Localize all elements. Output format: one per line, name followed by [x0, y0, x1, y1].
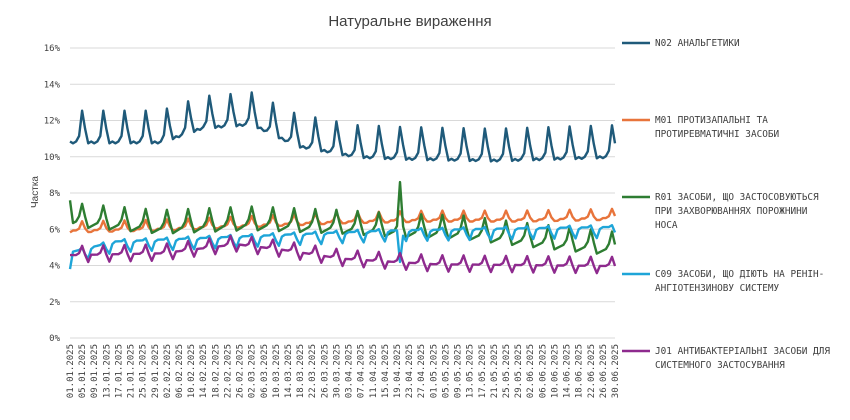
legend-label: M01 ПРОТИЗАПАЛЬНІ ТА [655, 115, 768, 126]
x-tick-label: 05.01.2025 [78, 344, 88, 398]
x-tick-label: 18.03.2025 [296, 344, 306, 398]
legend-label: N02 АНАЛЬГЕТИКИ [655, 38, 740, 49]
legend: N02 АНАЛЬГЕТИКИ M01 ПРОТИЗАПАЛЬНІ ТА ПРОТИ… [622, 38, 830, 371]
x-tick-label: 25.05.2025 [502, 344, 512, 398]
x-tick-label: 06.06.2025 [538, 344, 548, 398]
x-tick-label: 25.01.2025 [139, 344, 149, 398]
y-tick-label: 14% [44, 80, 61, 90]
series-lines [68, 91, 617, 275]
series-line-3 [68, 180, 617, 255]
x-tick-label: 01.01.2025 [66, 344, 76, 398]
x-tick-label: 14.06.2025 [563, 344, 573, 398]
x-tick-label: 03.04.2025 [345, 344, 355, 398]
x-tick-label: 17.01.2025 [114, 344, 124, 398]
series-line-1 [69, 91, 617, 163]
y-tick-label: 16% [44, 44, 61, 54]
series-line-4 [68, 223, 617, 270]
series-line-5 [70, 234, 617, 275]
x-tick-label: 01.05.2025 [429, 344, 439, 398]
legend-label: ПРОТИРЕВМАТИЧНІ ЗАСОБИ [655, 129, 780, 140]
grid [70, 47, 615, 339]
chart-title: Натуральне вираження [328, 13, 491, 30]
x-tick-label: 22.02.2025 [223, 344, 233, 398]
legend-label: СИСТЕМНОГО ЗАСТОСУВАННЯ [655, 360, 785, 371]
legend-label: АНГІОТЕНЗИНОВУ СИСТЕМУ [655, 283, 780, 294]
y-tick-label: 6% [49, 225, 60, 235]
x-tick-label: 26.06.2025 [599, 344, 609, 398]
x-tick-label: 23.04.2025 [405, 344, 415, 398]
x-tick-label: 09.05.2025 [454, 344, 464, 398]
x-tick-label: 06.03.2025 [260, 344, 270, 398]
x-tick-label: 11.04.2025 [369, 344, 379, 398]
x-tick-label: 22.03.2025 [308, 344, 318, 398]
y-axis-label: Частка [30, 176, 41, 208]
x-axis-ticks: 01.01.2025 05.01.2025 09.01.2025 13.01.2025… [66, 344, 621, 398]
x-tick-label: 13.05.2025 [466, 344, 476, 398]
legend-label: C09 ЗАСОБИ, ЩО ДІЮТЬ НА РЕНІН- [655, 269, 824, 280]
x-tick-label: 10.03.2025 [272, 344, 282, 398]
y-tick-label: 0% [49, 334, 60, 344]
y-axis-ticks: 0% 2% 4% 6% 8% 10% 12% 14% 16% [44, 44, 61, 344]
x-tick-label: 15.04.2025 [381, 344, 391, 398]
x-tick-label: 02.06.2025 [526, 344, 536, 398]
x-tick-label: 19.04.2025 [393, 344, 403, 398]
x-tick-label: 18.06.2025 [575, 344, 585, 398]
x-tick-label: 17.05.2025 [478, 344, 488, 398]
y-tick-label: 12% [44, 117, 61, 127]
legend-label: ПРИ ЗАХВОРЮВАННЯХ ПОРОЖНИНИ [655, 206, 808, 217]
x-tick-label: 06.02.2025 [175, 344, 185, 398]
x-tick-label: 14.03.2025 [284, 344, 294, 398]
x-tick-label: 30.06.2025 [611, 344, 621, 398]
x-tick-label: 10.06.2025 [550, 344, 560, 398]
x-tick-label: 02.03.2025 [248, 344, 258, 398]
x-tick-label: 22.06.2025 [587, 344, 597, 398]
x-tick-label: 30.03.2025 [332, 344, 342, 398]
x-tick-label: 14.02.2025 [199, 344, 209, 398]
x-tick-label: 07.04.2025 [357, 344, 367, 398]
x-tick-label: 26.03.2025 [320, 344, 330, 398]
x-tick-label: 02.02.2025 [163, 344, 173, 398]
x-tick-label: 26.02.2025 [236, 344, 246, 398]
legend-label: НОСА [655, 220, 678, 231]
x-tick-label: 18.02.2025 [211, 344, 221, 398]
y-tick-label: 10% [44, 153, 61, 163]
y-tick-label: 2% [49, 298, 60, 308]
legend-label: J01 АНТИБАКТЕРІАЛЬНІ ЗАСОБИ ДЛЯ [655, 346, 830, 357]
x-tick-label: 29.01.2025 [151, 344, 161, 398]
x-tick-label: 21.01.2025 [127, 344, 137, 398]
x-tick-label: 13.01.2025 [102, 344, 112, 398]
legend-label: R01 ЗАСОБИ, ЩО ЗАСТОСОВУЮТЬСЯ [655, 192, 819, 203]
x-tick-label: 05.05.2025 [441, 344, 451, 398]
x-tick-label: 27.04.2025 [417, 344, 427, 398]
x-tick-label: 09.01.2025 [90, 344, 100, 398]
x-tick-label: 29.05.2025 [514, 344, 524, 398]
x-tick-label: 10.02.2025 [187, 344, 197, 398]
y-tick-label: 4% [49, 262, 60, 272]
y-tick-label: 8% [49, 189, 60, 199]
x-tick-label: 21.05.2025 [490, 344, 500, 398]
